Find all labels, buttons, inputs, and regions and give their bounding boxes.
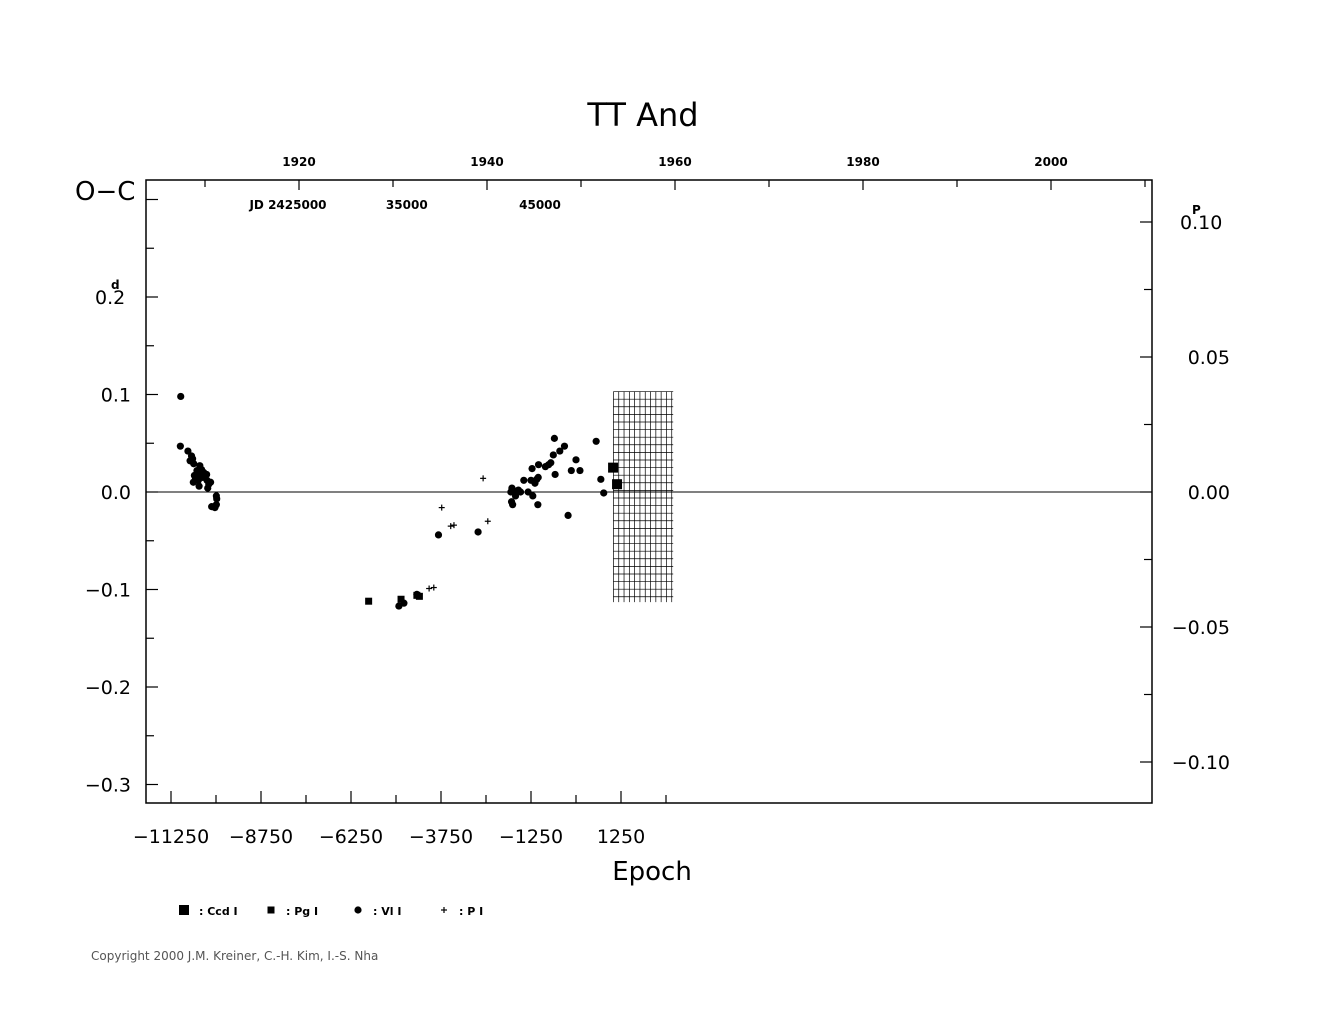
jd-label: JD 2425000	[248, 198, 326, 212]
data-point-circle	[400, 599, 408, 607]
data-point-circle	[567, 466, 575, 475]
data-point-circle	[207, 478, 215, 486]
data-point-circle	[529, 492, 537, 500]
legend-label: : Pg I	[286, 905, 318, 918]
legend-marker-square-large	[179, 905, 189, 915]
y2-unit-superscript: P	[1192, 203, 1201, 217]
y2-tick-label: 0.05	[1188, 347, 1230, 369]
data-point-circle	[203, 470, 211, 479]
data-point-circle	[572, 456, 580, 464]
data-point-circle	[534, 473, 542, 481]
y-tick-label: −0.1	[85, 580, 131, 602]
data-point-square-small	[365, 597, 373, 605]
y-tick-label: 0.1	[101, 385, 131, 407]
data-point-circle	[547, 459, 555, 467]
x-tick-label: −6250	[319, 826, 383, 848]
x-tick-label: −11250	[133, 826, 209, 848]
x-axis-label: Epoch	[612, 857, 692, 887]
y-axis-label: O−C	[75, 177, 135, 207]
data-point-circle	[576, 466, 584, 475]
data-point-square-small	[397, 595, 405, 603]
legend-marker-square-small	[267, 906, 275, 914]
x-tick-label: −3750	[409, 826, 473, 848]
data-point-square-large	[608, 462, 619, 473]
data-points	[176, 392, 623, 610]
legend-label: : Vl I	[373, 905, 401, 918]
data-point-circle	[534, 461, 543, 469]
jd-label: 35000	[386, 198, 428, 212]
x-tick-label: 1250	[597, 826, 645, 848]
data-point-plus	[484, 518, 491, 525]
data-point-circle	[597, 475, 605, 483]
data-point-square-large	[612, 479, 623, 490]
data-point-circle	[177, 392, 185, 401]
y-tick-label: −0.3	[85, 775, 131, 797]
data-point-circle	[564, 511, 572, 519]
top-year-label: 1940	[470, 155, 503, 169]
top-year-label: 1960	[658, 155, 691, 169]
data-point-circle	[434, 531, 443, 539]
y-tick-label: 0.0	[101, 482, 131, 504]
legend-label: : Ccd I	[199, 905, 238, 918]
data-point-circle	[474, 528, 482, 536]
data-point-circle	[528, 465, 536, 473]
axis-tick-labels: −11250 −8750 −6250 −3750 −1250 1250 1920 1940 19…	[85, 155, 1230, 848]
data-point-circle	[556, 447, 564, 455]
data-point-plus	[438, 504, 445, 511]
data-point-circle	[560, 442, 569, 450]
copyright-text: Copyright 2000 J.M. Kreiner, C.-H. Kim, …	[91, 949, 378, 963]
data-point-circle	[516, 488, 525, 496]
x-tick-label: −8750	[229, 826, 293, 848]
y2-tick-label: −0.05	[1172, 617, 1230, 639]
legend: : Ccd I : Pg I : Vl I : P I	[179, 905, 483, 918]
y2-tick-label: −0.10	[1172, 752, 1230, 774]
top-year-label: 2000	[1034, 155, 1067, 169]
axis-ticks	[146, 180, 1152, 803]
legend-label: : P I	[459, 905, 483, 918]
data-point-circle	[190, 460, 198, 468]
jd-label: 45000	[519, 198, 561, 212]
data-point-circle	[520, 476, 528, 484]
y-axis-title-group: O−C	[75, 177, 135, 207]
data-point-plus	[480, 475, 487, 482]
data-point-plus	[447, 523, 454, 530]
data-point-circle	[600, 489, 608, 497]
data-point-circle	[549, 451, 557, 459]
top-year-label: 1920	[282, 155, 315, 169]
data-point-circle	[413, 590, 421, 598]
axes	[145, 179, 1153, 804]
grid-region	[613, 391, 674, 603]
y2-unit-tick-label: 0.10	[1180, 212, 1222, 234]
data-point-circle	[211, 504, 219, 512]
x-tick-label: −1250	[499, 826, 563, 848]
data-point-circle	[176, 442, 184, 450]
data-point-circle	[592, 437, 600, 445]
data-point-plus	[450, 522, 457, 529]
top-year-label: 1980	[846, 155, 879, 169]
y-tick-label: −0.2	[85, 677, 131, 699]
data-point-circle	[551, 470, 559, 479]
data-point-plus	[430, 584, 437, 591]
data-point-circle	[509, 501, 517, 509]
y-unit-tick-label: 0.2	[95, 287, 125, 309]
legend-marker-circle	[354, 906, 362, 914]
data-point-circle	[550, 434, 559, 442]
data-point-plus	[426, 585, 433, 592]
data-point-circle	[534, 501, 542, 509]
chart-title: TT And	[586, 96, 698, 134]
data-point-circle	[195, 482, 203, 490]
data-point-circle	[213, 495, 221, 503]
y2-tick-label: 0.00	[1188, 482, 1230, 504]
legend-marker-plus	[441, 907, 447, 913]
y-unit-superscript: d	[111, 278, 120, 292]
